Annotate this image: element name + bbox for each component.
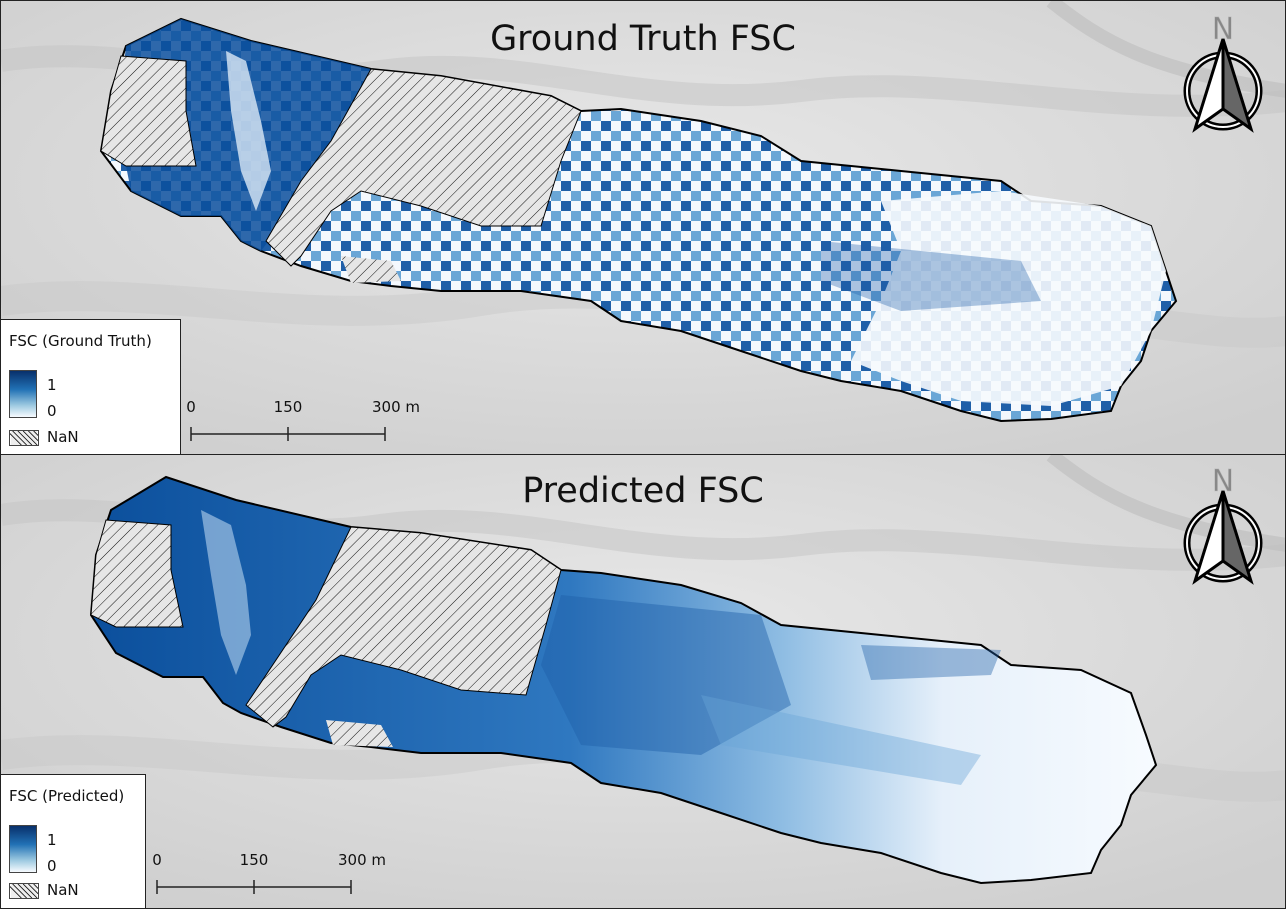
map-title: Predicted FSC <box>522 471 764 511</box>
scale-bar: 0 150 300 m <box>181 396 431 446</box>
legend-color-ramp <box>9 825 37 873</box>
nan-area-west <box>90 519 184 628</box>
hillshade-background <box>1 455 1285 908</box>
legend-max-label: 1 <box>47 376 57 394</box>
hillshade-background <box>1 1 1285 454</box>
legend-nan-label: NaN <box>47 881 79 899</box>
legend-title: FSC (Ground Truth) <box>9 332 152 350</box>
map-title: Ground Truth FSC <box>490 19 796 59</box>
legend: FSC (Ground Truth) 1 0 NaN <box>1 319 181 454</box>
scale-label-150: 150 <box>273 398 303 416</box>
legend: FSC (Predicted) 1 0 NaN <box>1 774 146 908</box>
north-arrow-icon: N <box>1183 464 1263 585</box>
map-panel-predicted: Predicted FSC N FSC (Predicted) 1 0 NaN … <box>0 454 1286 909</box>
scale-label-300: 300 m <box>337 851 387 869</box>
scale-label-150: 150 <box>239 851 269 869</box>
north-arrow: N <box>1183 461 1263 586</box>
scale-bar: 0 150 300 m <box>147 849 397 899</box>
legend-min-label: 0 <box>47 857 57 875</box>
legend-nan-swatch <box>9 430 39 446</box>
scale-label-300: 300 m <box>371 398 421 416</box>
north-label: N <box>1212 464 1234 499</box>
nan-area-central <box>245 526 562 728</box>
north-label: N <box>1212 12 1234 47</box>
scale-bar-line <box>156 880 352 894</box>
legend-color-ramp <box>9 370 37 418</box>
nan-area-west <box>100 55 197 167</box>
scale-bar-line <box>190 427 386 441</box>
scale-label-0: 0 <box>152 851 162 869</box>
map-panel-ground-truth: Ground Truth FSC N FSC (Ground Truth) 1 … <box>0 0 1286 455</box>
legend-max-label: 1 <box>47 831 57 849</box>
legend-nan-label: NaN <box>47 428 79 446</box>
legend-nan-swatch <box>9 883 39 899</box>
legend-min-label: 0 <box>47 402 57 420</box>
north-arrow-icon: N <box>1183 12 1263 133</box>
scale-label-0: 0 <box>186 398 196 416</box>
legend-title: FSC (Predicted) <box>9 787 125 805</box>
north-arrow: N <box>1183 9 1263 134</box>
nan-area-central <box>265 68 582 267</box>
